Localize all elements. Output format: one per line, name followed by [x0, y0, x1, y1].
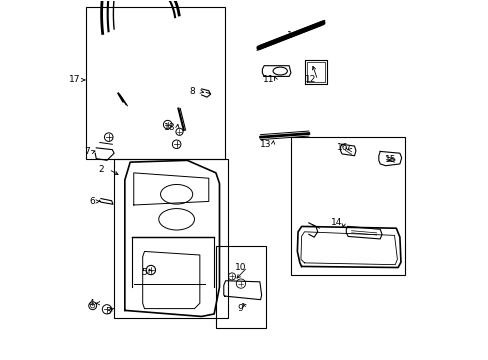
Text: 4: 4	[89, 299, 94, 308]
Text: 13: 13	[260, 140, 271, 149]
Bar	[216, 246, 265, 328]
Text: 8: 8	[189, 87, 195, 96]
Text: 14: 14	[330, 219, 342, 228]
Bar	[114, 158, 228, 318]
Text: 3: 3	[105, 307, 111, 316]
Text: 1: 1	[287, 31, 292, 40]
Text: 16: 16	[336, 143, 348, 152]
Text: 9: 9	[237, 304, 243, 313]
Bar	[85, 7, 224, 158]
Text: 18: 18	[164, 123, 176, 132]
Text: 6: 6	[90, 197, 95, 206]
Text: 2: 2	[99, 165, 104, 174]
Text: 12: 12	[305, 76, 316, 85]
Text: 11: 11	[263, 76, 274, 85]
Text: 17: 17	[69, 76, 81, 85]
Text: 10: 10	[234, 263, 245, 272]
Text: 15: 15	[385, 156, 396, 165]
Bar	[290, 137, 405, 275]
Text: 5: 5	[141, 268, 146, 277]
Text: 7: 7	[83, 147, 89, 156]
